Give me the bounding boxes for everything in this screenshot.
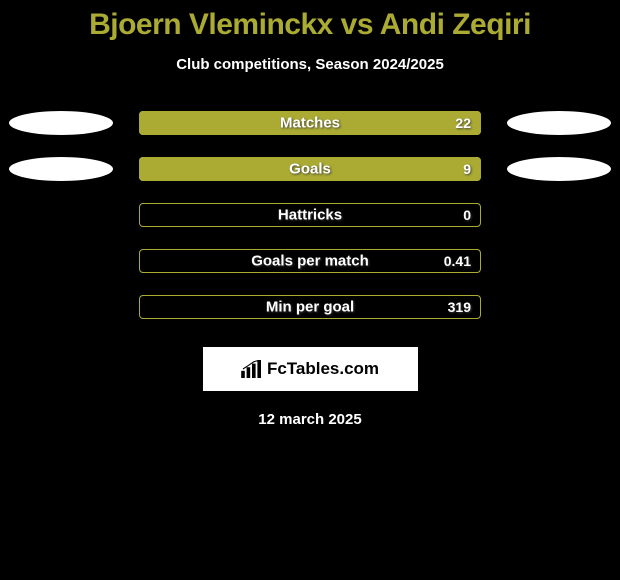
logo-text: FcTables.com	[267, 359, 379, 379]
stat-bar: Matches 22	[139, 111, 481, 135]
date-label: 12 march 2025	[0, 411, 620, 428]
stat-label: Hattricks	[278, 207, 342, 224]
stat-value: 319	[448, 299, 471, 315]
stat-row: Hattricks 0	[0, 203, 620, 227]
stat-label: Goals per match	[251, 253, 369, 270]
stats-area: Matches 22 Goals 9 Hattricks 0 Goals per match…	[0, 111, 620, 319]
player-left-ellipse	[9, 157, 113, 181]
stat-label: Min per goal	[266, 299, 354, 316]
stat-label: Matches	[280, 115, 340, 132]
stat-value: 0	[463, 207, 471, 223]
stat-bar: Goals per match 0.41	[139, 249, 481, 273]
stat-label: Goals	[289, 161, 331, 178]
stat-value: 9	[463, 161, 471, 177]
stat-row: Min per goal 319	[0, 295, 620, 319]
stat-value: 0.41	[444, 253, 471, 269]
stat-row: Goals 9	[0, 157, 620, 181]
stat-row: Goals per match 0.41	[0, 249, 620, 273]
chart-icon	[241, 360, 263, 378]
stat-bar: Goals 9	[139, 157, 481, 181]
player-right-ellipse	[507, 111, 611, 135]
stat-bar: Hattricks 0	[139, 203, 481, 227]
stat-value: 22	[455, 115, 471, 131]
logo-box: FcTables.com	[203, 347, 418, 391]
player-right-ellipse	[507, 157, 611, 181]
stat-row: Matches 22	[0, 111, 620, 135]
page-title: Bjoern Vleminckx vs Andi Zeqiri	[0, 8, 620, 42]
subtitle: Club competitions, Season 2024/2025	[0, 56, 620, 73]
stat-bar: Min per goal 319	[139, 295, 481, 319]
player-left-ellipse	[9, 111, 113, 135]
